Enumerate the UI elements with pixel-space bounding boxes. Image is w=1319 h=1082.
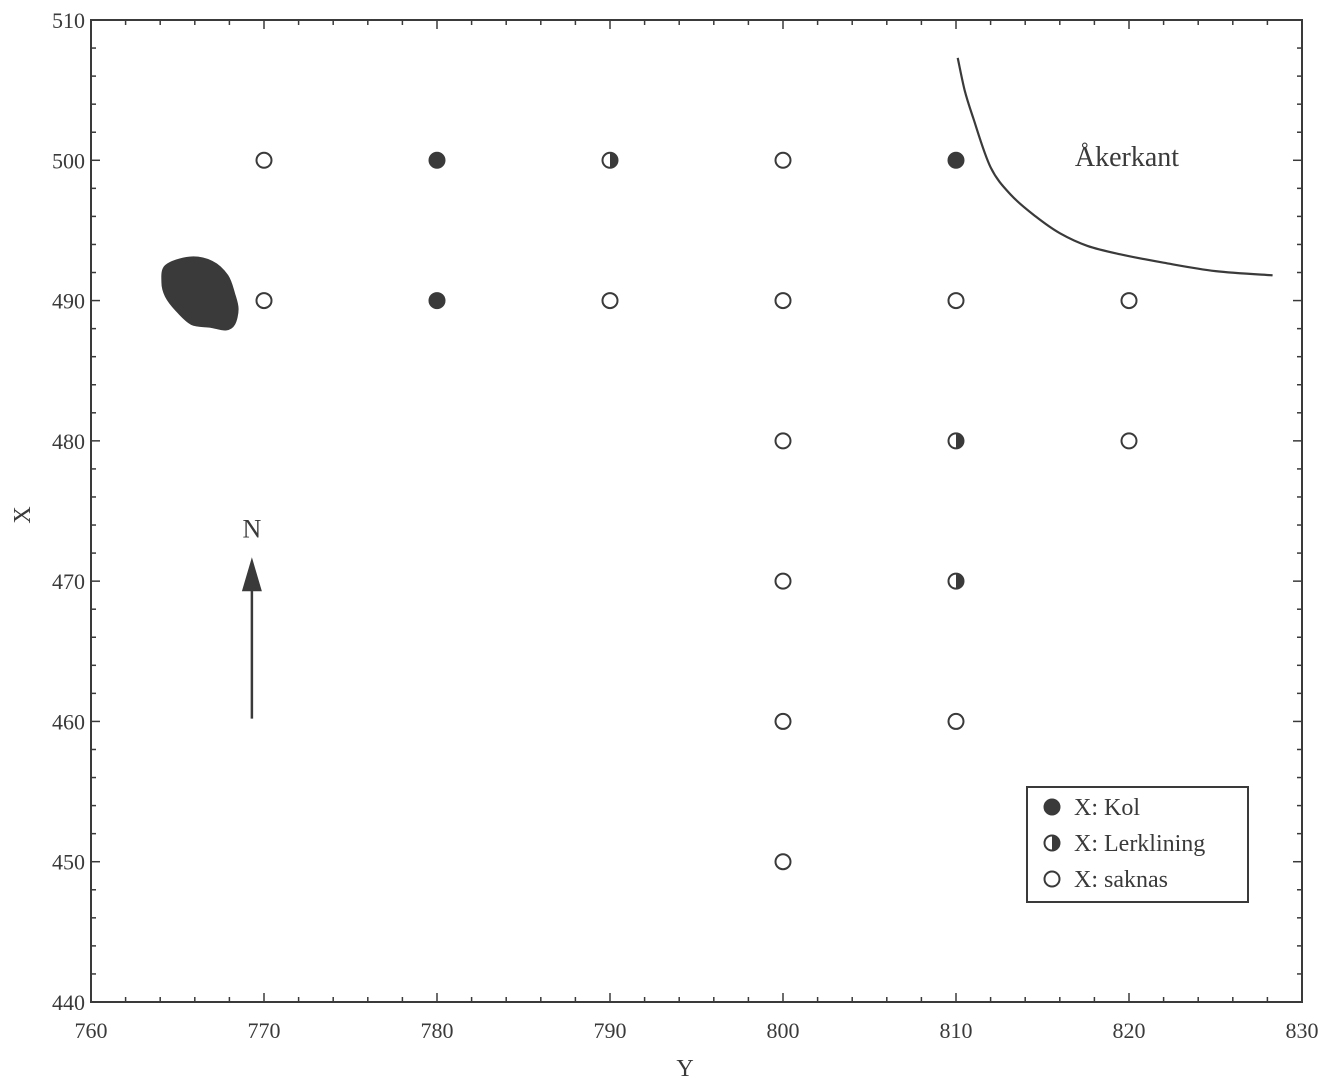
- y-tick-label: 490: [52, 289, 85, 314]
- y-axis-title: X: [10, 506, 36, 523]
- x-tick-label: 810: [940, 1018, 973, 1043]
- legend-label-lerklining: X: Lerklining: [1074, 831, 1205, 857]
- x-axis-ticks: 760 770 780 790 800 810 820 830: [75, 20, 1319, 1043]
- x-tick-label: 770: [248, 1018, 281, 1043]
- north-arrow: N: [241, 514, 262, 719]
- data-point-saknas: [1120, 432, 1138, 450]
- north-arrow-label: N: [242, 514, 261, 543]
- y-tick-label: 510: [52, 8, 85, 33]
- legend-marker-kol: [1043, 798, 1061, 816]
- data-point-saknas: [774, 572, 792, 590]
- x-axis-title: Y: [676, 1056, 693, 1082]
- legend-label-kol: X: Kol: [1074, 795, 1140, 821]
- field-edge-line: [956, 57, 1273, 277]
- north-arrow-head: [241, 557, 262, 592]
- x-tick-label: 780: [421, 1018, 454, 1043]
- data-point-lerklining: [601, 151, 619, 169]
- x-tick-label: 830: [1286, 1018, 1319, 1043]
- data-point-saknas: [947, 292, 965, 310]
- field-edge-label: Åkerkant: [1075, 142, 1179, 173]
- data-point-lerklining: [947, 432, 965, 450]
- data-points: [255, 151, 1138, 871]
- x-tick-label: 760: [75, 1018, 108, 1043]
- y-tick-label: 460: [52, 709, 85, 734]
- data-point-saknas: [774, 853, 792, 871]
- legend-marker-saknas: [1043, 870, 1061, 888]
- y-tick-label: 440: [52, 990, 85, 1015]
- legend-box: [1026, 786, 1249, 903]
- data-point-kol: [947, 151, 965, 169]
- y-tick-label: 470: [52, 569, 85, 594]
- dark-feature-blob: [161, 256, 239, 331]
- data-point-saknas: [255, 151, 273, 169]
- y-tick-label: 500: [52, 148, 85, 173]
- y-tick-label: 450: [52, 850, 85, 875]
- x-tick-label: 800: [767, 1018, 800, 1043]
- data-point-saknas: [947, 712, 965, 730]
- data-point-kol: [428, 292, 446, 310]
- x-tick-label: 820: [1113, 1018, 1146, 1043]
- data-point-saknas: [601, 292, 619, 310]
- data-point-saknas: [774, 292, 792, 310]
- legend-label-saknas: X: saknas: [1074, 867, 1168, 893]
- data-point-saknas: [1120, 292, 1138, 310]
- plot-area-frame: [90, 19, 1303, 1003]
- data-point-kol: [428, 151, 446, 169]
- y-axis-ticks: 440 450 460 470 480 490 500 510: [52, 8, 1302, 1015]
- data-point-saknas: [255, 292, 273, 310]
- y-tick-label: 480: [52, 429, 85, 454]
- data-point-lerklining: [947, 572, 965, 590]
- data-point-saknas: [774, 151, 792, 169]
- data-point-saknas: [774, 432, 792, 450]
- legend-marker-lerklining: [1043, 834, 1061, 852]
- legend: X: Kol X: Lerklining X: saknas: [1026, 786, 1249, 903]
- x-tick-label: 790: [594, 1018, 627, 1043]
- data-point-saknas: [774, 712, 792, 730]
